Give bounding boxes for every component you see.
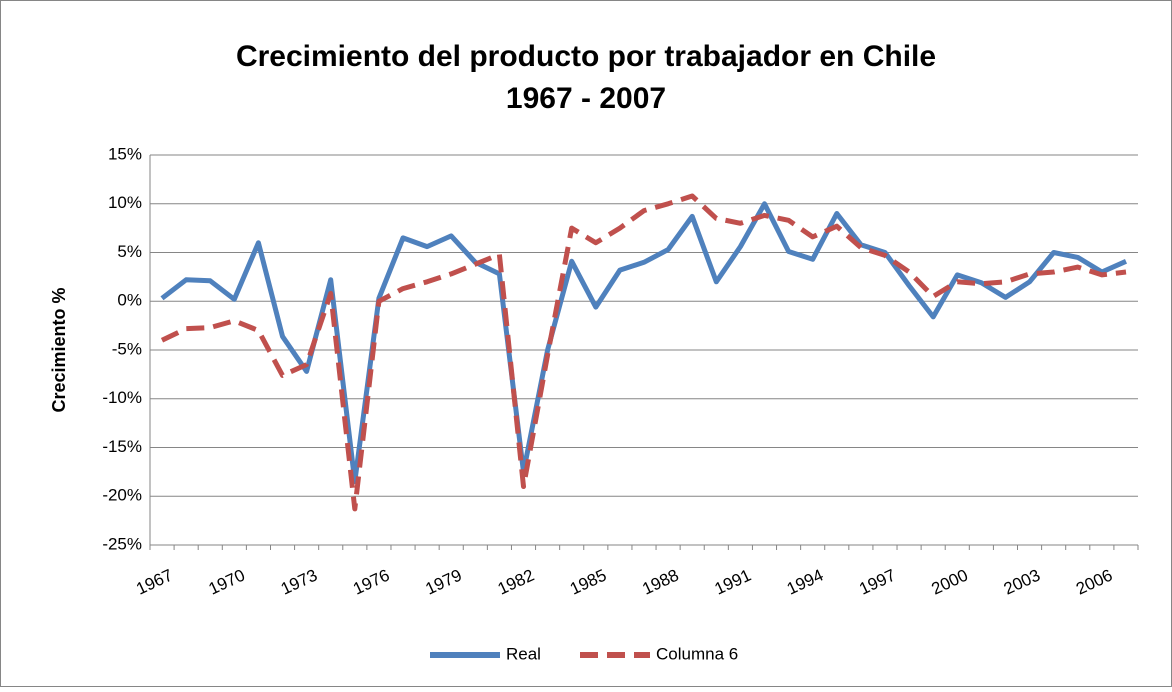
chart-subtitle: 1967 - 2007 xyxy=(506,82,666,115)
legend-label: Real xyxy=(506,644,541,663)
y-tick-label: 5% xyxy=(117,242,142,261)
y-tick-label: -5% xyxy=(112,339,142,358)
series-line xyxy=(160,193,1127,512)
y-tick-label: -15% xyxy=(102,437,142,456)
y-tick-label: 0% xyxy=(117,291,142,310)
y-tick-label: 15% xyxy=(108,144,142,163)
y-tick-label: -25% xyxy=(102,534,142,553)
chart-title: Crecimiento del producto por trabajador … xyxy=(236,40,936,73)
y-axis-label: Crecimiento % xyxy=(49,287,69,412)
legend-label: Columna 6 xyxy=(656,644,738,663)
series-line xyxy=(160,201,1128,485)
y-tick-label: -10% xyxy=(102,388,142,407)
y-tick-label: 10% xyxy=(108,193,142,212)
y-tick-label: -20% xyxy=(102,486,142,505)
